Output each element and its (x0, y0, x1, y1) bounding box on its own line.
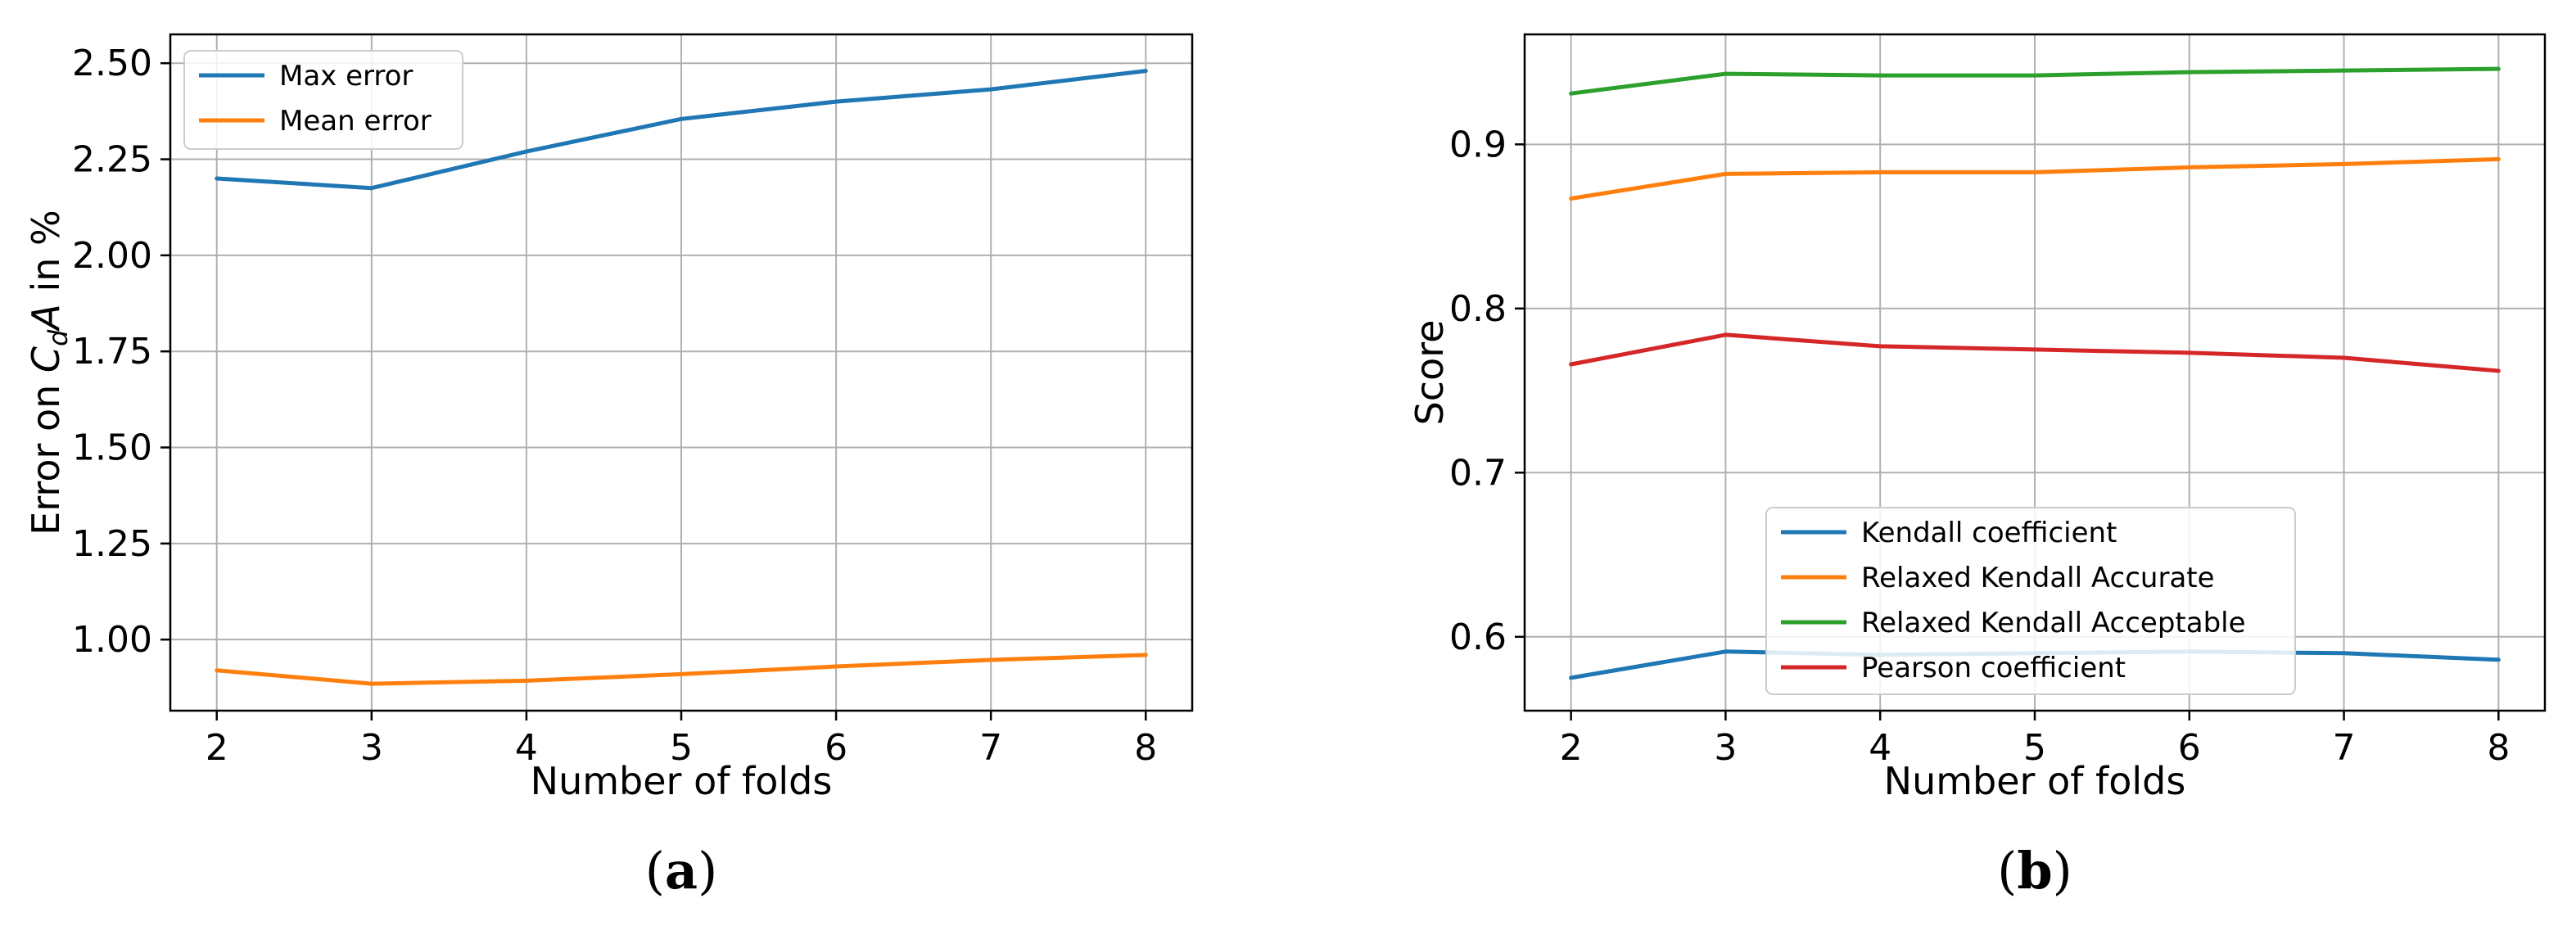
x-tick-label: 3 (360, 727, 383, 769)
x-tick-label: 7 (979, 727, 1002, 769)
series-line-2 (215, 653, 1148, 686)
legend-entry-label: Relaxed Kendall Accurate (1861, 562, 2215, 594)
legend-entry-label: Pearson coefficient (1861, 652, 2126, 684)
x-tick-label: 8 (2487, 727, 2510, 769)
chart-panel-a: 2 3 4 5 6 7 8 1.00 1.25 1.50 1.75 2.00 2.25 2.50 Numbe… (24, 33, 1194, 901)
x-axis-label: Number of folds (1884, 759, 2186, 803)
x-tick-label: 6 (825, 727, 847, 769)
grid-lines (170, 34, 1192, 711)
legend-entry-label: Kendall coefficient (1861, 517, 2117, 549)
legend: Kendall coefficient Relaxed Kendall Accur… (1765, 507, 2296, 695)
y-tick-label: 0.6 (1449, 617, 1507, 658)
x-tick-label: 4 (1869, 727, 1891, 769)
legend-entry-label: Max error (279, 60, 413, 93)
legend-entry-label: Relaxed Kendall Acceptable (1861, 607, 2246, 639)
series-line-3 (1569, 66, 2501, 96)
panel-label: (b) (1997, 841, 2072, 901)
y-tick-label: 1.50 (72, 427, 152, 469)
y-tick-label: 0.9 (1449, 124, 1507, 165)
legend: Max error Mean error (183, 50, 463, 150)
x-tick-label: 5 (670, 727, 693, 769)
x-tick-label: 3 (1714, 727, 1737, 769)
legend-frame (1765, 507, 2296, 695)
y-axis-label: Error on CdA in % (24, 210, 74, 535)
y-tick-label: 1.75 (72, 331, 152, 373)
x-tick-label: 7 (2333, 727, 2356, 769)
x-tick-label: 4 (515, 727, 538, 769)
x-tick-label: 5 (2023, 727, 2046, 769)
x-tick-label: 8 (1134, 727, 1157, 769)
x-tick-label: 6 (2178, 727, 2201, 769)
x-axis-label: Number of folds (531, 759, 833, 803)
y-tick-label: 2.25 (72, 139, 152, 181)
y-tick-label: 0.8 (1449, 288, 1507, 330)
y-tick-label: 2.00 (72, 235, 152, 277)
x-tick-label: 2 (206, 727, 228, 769)
chart-panel-b: 2 3 4 5 6 7 8 0.6 0.7 0.8 0.9 Number of folds Score K… (1408, 33, 2547, 901)
series-line-4 (1569, 332, 2501, 373)
legend-entry-label: Mean error (279, 105, 432, 138)
series-line-2 (1569, 156, 2501, 201)
y-tick-label: 1.00 (72, 619, 152, 661)
series-line-1 (215, 69, 1148, 191)
x-tick-label: 2 (1560, 727, 1583, 769)
panel-label: (a) (645, 841, 718, 901)
y-tick-label: 0.7 (1449, 452, 1507, 494)
grid-lines (1525, 34, 2545, 711)
y-tick-label: 2.50 (72, 43, 152, 84)
y-tick-label: 1.25 (72, 523, 152, 565)
y-axis-label: Score (1408, 320, 1452, 426)
